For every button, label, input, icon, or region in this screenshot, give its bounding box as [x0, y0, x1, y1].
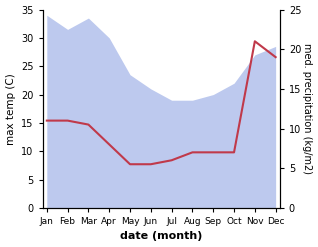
X-axis label: date (month): date (month): [120, 231, 203, 242]
Y-axis label: med. precipitation (kg/m2): med. precipitation (kg/m2): [302, 43, 313, 174]
Y-axis label: max temp (C): max temp (C): [5, 73, 16, 144]
